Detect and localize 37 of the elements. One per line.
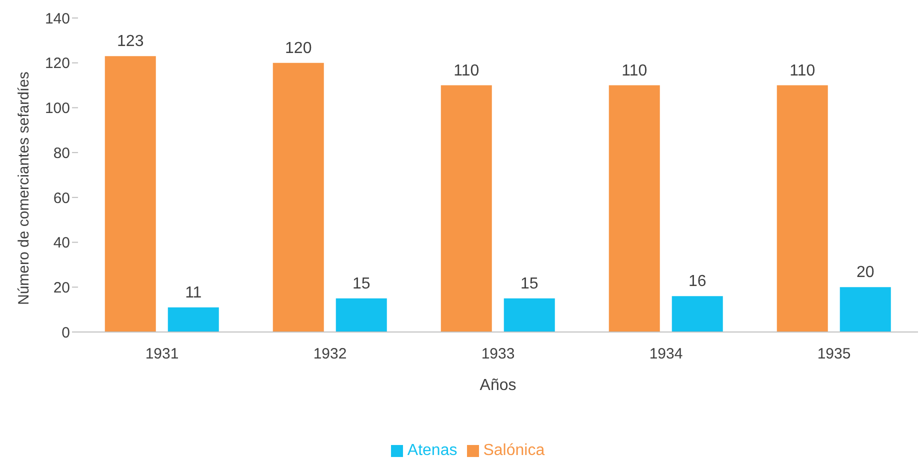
bar — [608, 85, 660, 332]
bar — [272, 62, 324, 332]
legend-label: Salónica — [483, 442, 545, 459]
bar — [440, 85, 492, 332]
data-label: 123 — [117, 33, 144, 50]
bar — [336, 298, 387, 332]
data-label: 110 — [790, 62, 816, 80]
x-tick-label: 1933 — [481, 346, 515, 363]
bar — [776, 85, 828, 332]
x-tick-label: 1932 — [313, 346, 347, 363]
bar — [168, 307, 219, 332]
y-axis-title: Número de comerciantes sefardíes — [15, 72, 32, 305]
y-tick-label: 80 — [53, 144, 70, 162]
bar — [504, 298, 555, 332]
data-label: 16 — [688, 273, 706, 290]
y-tick-label: 120 — [44, 55, 70, 72]
y-tick-label: 140 — [44, 10, 70, 28]
data-label: 15 — [352, 275, 370, 292]
y-tick-label: 60 — [53, 190, 70, 207]
x-axis-title: Años — [480, 377, 516, 394]
data-label: 20 — [856, 264, 874, 282]
y-tick-label: 40 — [53, 234, 70, 252]
y-tick-label: 100 — [44, 100, 70, 118]
y-tick-label: 20 — [53, 279, 70, 296]
bar — [840, 287, 891, 332]
data-label: 110 — [454, 62, 480, 80]
data-label: 120 — [285, 40, 312, 57]
legend-label: Atenas — [407, 442, 458, 459]
x-tick-label: 1935 — [817, 346, 851, 363]
data-label: 11 — [185, 284, 202, 302]
bar — [104, 56, 156, 332]
bar — [672, 296, 723, 332]
x-tick-label: 1931 — [145, 346, 179, 363]
data-label: 15 — [520, 275, 538, 292]
y-tick-label: 0 — [62, 324, 70, 342]
data-label: 110 — [622, 62, 648, 80]
x-tick-label: 1934 — [649, 346, 683, 363]
